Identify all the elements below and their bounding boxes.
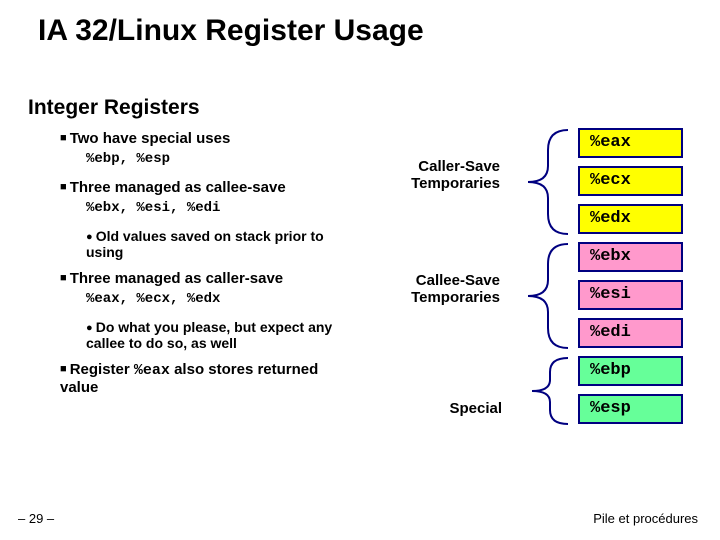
register-edi: %edi — [578, 318, 683, 348]
bullet-2: Three managed as callee-save — [60, 179, 360, 196]
label-callee-save: Callee-Save Temporaries — [380, 272, 500, 307]
bullet-3-sub2: Do what you please, but expect any calle… — [86, 319, 332, 351]
bullet-3-text: Three managed as caller-save — [70, 270, 283, 287]
register-esp: %esp — [578, 394, 683, 424]
brace-special-icon — [508, 356, 570, 426]
bullet-list: Two have special uses %ebp, %esp Three m… — [60, 130, 360, 398]
bullet-1-sub: %ebp, %esp — [86, 151, 360, 167]
register-ebx: %ebx — [578, 242, 683, 272]
bullet-4-pre: Register — [70, 361, 134, 378]
footer-text: Pile et procédures — [593, 511, 698, 526]
brace-caller-icon — [508, 128, 570, 236]
label-special: Special — [432, 400, 502, 417]
bullet-1-text: Two have special uses — [70, 130, 231, 147]
bullet-3: Three managed as caller-save — [60, 270, 360, 287]
slide-subtitle: Integer Registers — [28, 96, 200, 120]
slide-title: IA 32/Linux Register Usage — [38, 14, 424, 48]
bullet-2-sub2: Old values saved on stack prior to using — [86, 228, 324, 260]
brace-callee-icon — [508, 242, 570, 350]
bullet-3-sub1: %eax, %ecx, %edx — [86, 291, 360, 307]
bullet-1: Two have special uses — [60, 130, 360, 147]
bullet-2-sub1: %ebx, %esi, %edi — [86, 200, 360, 216]
bullet-3-sub2-marker — [86, 319, 96, 335]
bullet-4-reg: %eax — [134, 362, 170, 379]
bullet-2-sub2-wrap: Old values saved on stack prior to using — [86, 228, 360, 260]
bullet-2-sub2-marker — [86, 228, 96, 244]
register-ebp: %ebp — [578, 356, 683, 386]
register-esi: %esi — [578, 280, 683, 310]
bullet-2-text: Three managed as callee-save — [70, 179, 286, 196]
bullet-3-sub2-wrap: Do what you please, but expect any calle… — [86, 319, 360, 351]
register-edx: %edx — [578, 204, 683, 234]
register-ecx: %ecx — [578, 166, 683, 196]
register-eax: %eax — [578, 128, 683, 158]
bullet-4: Register %eax also stores returned value — [60, 361, 360, 396]
page-number: – 29 – — [18, 511, 54, 526]
label-caller-save: Caller-Save Temporaries — [380, 158, 500, 193]
